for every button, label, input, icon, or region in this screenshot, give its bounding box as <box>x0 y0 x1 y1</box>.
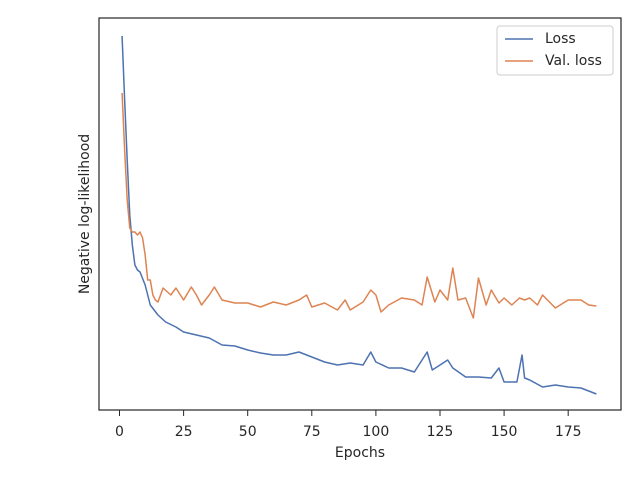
legend-label: Loss <box>545 31 576 47</box>
line-series <box>121 35 597 395</box>
x-tick-label: 75 <box>303 424 321 440</box>
x-tick-label: 100 <box>363 424 390 440</box>
x-tick-label: 175 <box>555 424 582 440</box>
plot-frame <box>98 17 622 411</box>
legend-label: Val. loss <box>545 53 602 69</box>
line-series <box>121 92 597 319</box>
x-tick-label: 150 <box>491 424 518 440</box>
y-axis-label: Negative log-likelihood <box>77 134 93 294</box>
x-tick-label: 50 <box>239 424 257 440</box>
x-tick-label: 125 <box>427 424 454 440</box>
x-axis-label: Epochs <box>335 445 385 461</box>
x-tick-label: 0 <box>115 424 124 440</box>
x-tick-label: 25 <box>175 424 193 440</box>
